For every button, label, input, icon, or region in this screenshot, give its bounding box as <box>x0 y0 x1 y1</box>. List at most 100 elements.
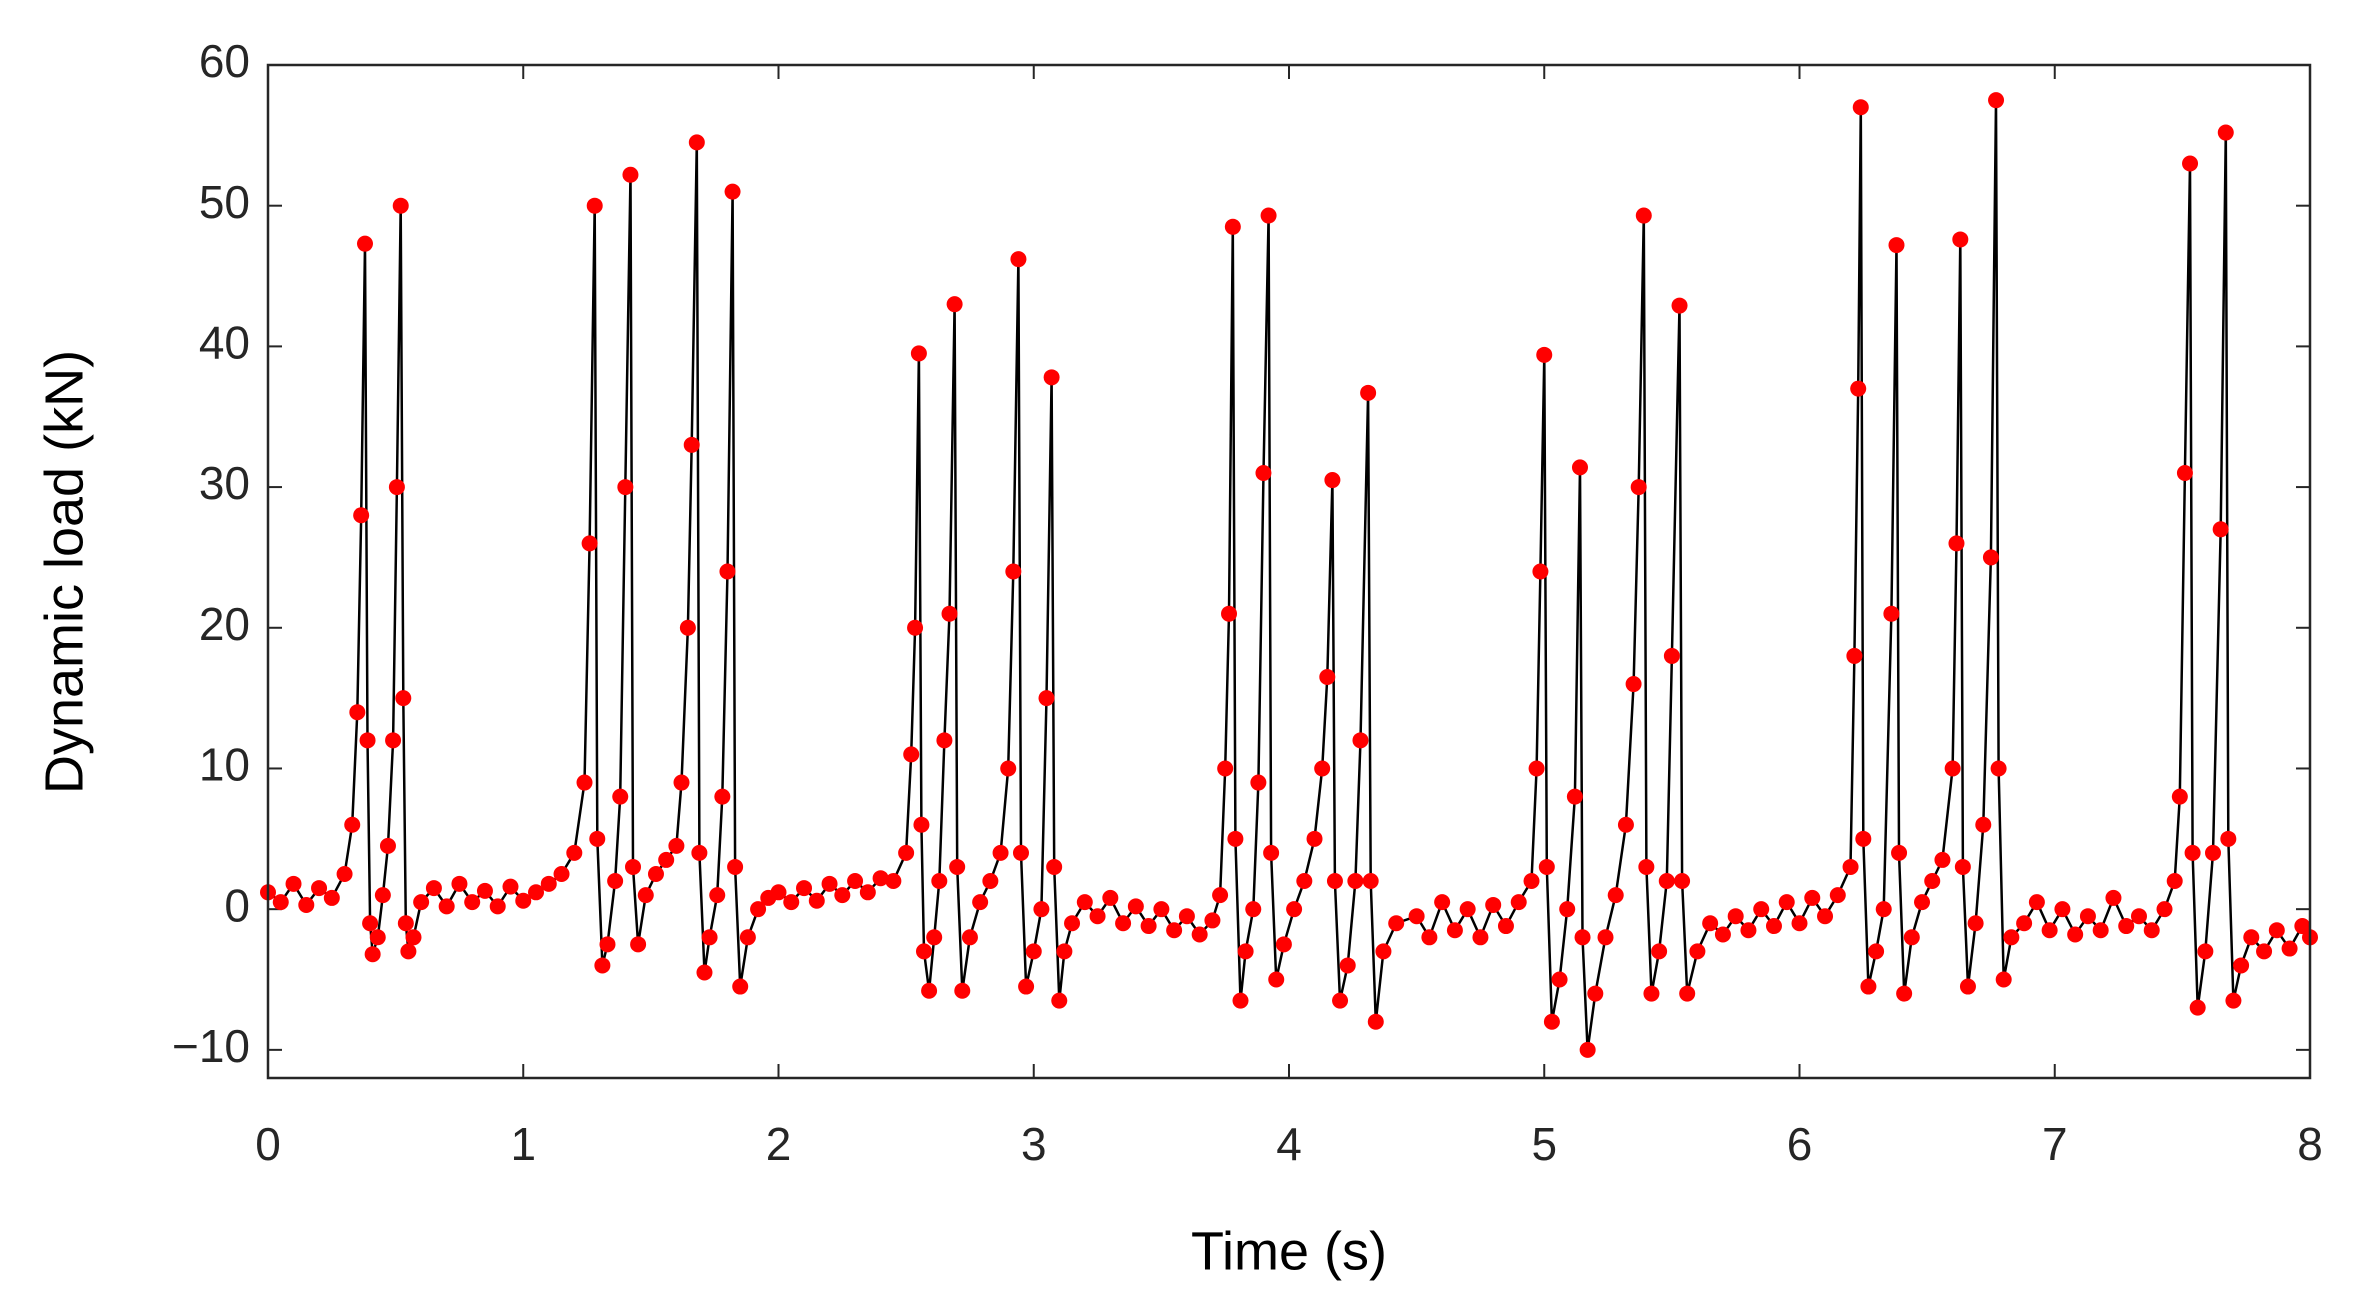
data-point <box>388 479 405 496</box>
data-point <box>1791 915 1808 932</box>
data-point <box>405 929 422 946</box>
data-point <box>1408 908 1425 925</box>
data-point <box>489 898 506 915</box>
data-point <box>502 878 519 895</box>
data-point <box>1944 760 1961 777</box>
data-point <box>668 837 685 854</box>
data-point <box>1765 918 1782 935</box>
data-point <box>1352 732 1369 749</box>
data-point <box>1850 380 1867 397</box>
data-point <box>1046 858 1063 875</box>
data-point <box>1753 901 1770 918</box>
y-tick-label: 20 <box>199 598 250 650</box>
data-point <box>1314 760 1331 777</box>
data-point <box>425 880 442 897</box>
data-point <box>2184 844 2201 861</box>
y-tick-label: 10 <box>199 739 250 791</box>
data-point <box>913 816 930 833</box>
data-point <box>395 690 412 707</box>
data-point <box>647 865 664 882</box>
data-point <box>992 844 1009 861</box>
data-point <box>1255 465 1272 482</box>
data-point <box>1571 459 1588 476</box>
data-point <box>1855 830 1872 847</box>
data-point <box>1625 676 1642 693</box>
y-tick-label: 60 <box>199 35 250 87</box>
data-point <box>2171 788 2188 805</box>
data-point <box>688 134 705 151</box>
data-point <box>1727 908 1744 925</box>
data-point <box>1339 957 1356 974</box>
data-point <box>2143 922 2160 939</box>
data-point <box>847 873 864 890</box>
data-point <box>2130 908 2147 925</box>
data-point <box>1778 894 1795 911</box>
x-tick-label: 8 <box>2297 1118 2323 1170</box>
data-point <box>1714 926 1731 943</box>
data-point <box>910 345 927 362</box>
data-point <box>1817 908 1834 925</box>
data-point <box>1306 830 1323 847</box>
data-point <box>1934 851 1951 868</box>
data-point <box>364 946 381 963</box>
data-point <box>1804 889 1821 906</box>
data-point <box>1166 922 1183 939</box>
x-tick-label: 6 <box>1787 1118 1813 1170</box>
data-point <box>362 915 379 932</box>
data-point <box>1204 912 1221 929</box>
data-point <box>594 957 611 974</box>
data-point <box>2256 943 2273 960</box>
data-point <box>1367 1013 1384 1030</box>
data-point <box>2105 889 2122 906</box>
data-point <box>1740 922 1757 939</box>
data-point <box>696 964 713 981</box>
data-point <box>397 915 414 932</box>
data-point <box>1536 346 1553 363</box>
data-point <box>2225 992 2242 1009</box>
data-point <box>2205 844 2222 861</box>
data-point <box>872 870 889 887</box>
y-axis-title: Dynamic load (kN) <box>34 350 94 794</box>
data-point <box>566 844 583 861</box>
data-point <box>630 936 647 953</box>
data-point <box>1543 1013 1560 1030</box>
data-point <box>344 816 361 833</box>
data-point <box>1597 929 1614 946</box>
data-point <box>1076 894 1093 911</box>
data-point <box>1012 844 1029 861</box>
data-point <box>1286 901 1303 918</box>
data-point <box>1263 844 1280 861</box>
data-point <box>859 884 876 901</box>
data-point <box>1658 873 1675 890</box>
data-point <box>1064 915 1081 932</box>
data-point <box>1268 971 1285 988</box>
data-point <box>1559 901 1576 918</box>
data-point <box>783 894 800 911</box>
data-point <box>1643 985 1660 1002</box>
data-point <box>949 858 966 875</box>
data-point <box>673 774 690 791</box>
data-point <box>385 732 402 749</box>
data-point <box>451 875 468 892</box>
data-point <box>739 929 756 946</box>
data-point <box>1846 647 1863 664</box>
data-point <box>2212 521 2229 538</box>
data-point <box>915 943 932 960</box>
data-point <box>2156 901 2173 918</box>
data-point <box>1914 894 1931 911</box>
data-point <box>1860 978 1877 995</box>
data-point <box>885 873 902 890</box>
data-point <box>1347 873 1364 890</box>
data-point <box>1954 858 1971 875</box>
data-point <box>1852 99 1869 116</box>
data-point <box>1005 563 1022 580</box>
data-point <box>323 889 340 906</box>
data-point <box>1043 369 1060 386</box>
data-point <box>2281 940 2298 957</box>
data-point <box>931 873 948 890</box>
data-point <box>1232 992 1249 1009</box>
plot-frame <box>266 63 2312 1080</box>
data-point <box>2294 918 2311 935</box>
data-point <box>2166 873 2183 890</box>
